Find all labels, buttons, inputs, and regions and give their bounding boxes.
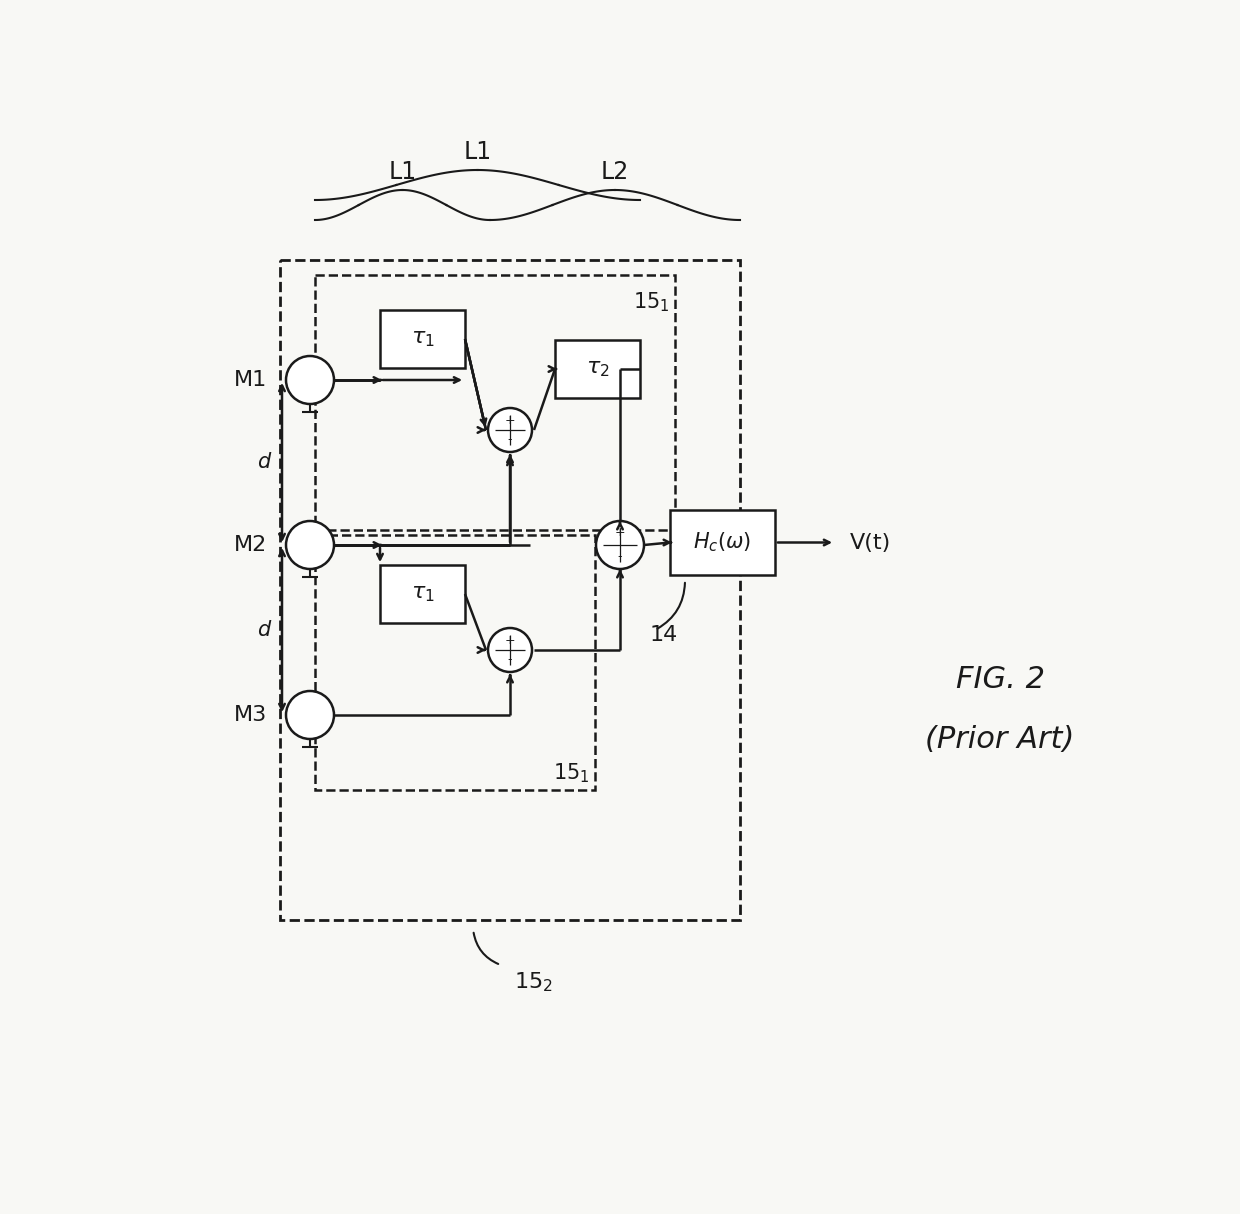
Circle shape	[286, 691, 334, 739]
Text: $15_1$: $15_1$	[634, 290, 670, 313]
Bar	[379, 310, 465, 368]
Text: $\tau_1$: $\tau_1$	[410, 329, 434, 348]
Circle shape	[489, 628, 532, 673]
Text: -: -	[618, 550, 622, 563]
Text: L1: L1	[464, 140, 491, 164]
Circle shape	[489, 408, 532, 452]
Text: $H_c(\omega)$: $H_c(\omega)$	[693, 531, 751, 555]
Circle shape	[596, 521, 644, 569]
Bar	[670, 510, 775, 575]
Text: d: d	[258, 620, 270, 640]
Circle shape	[286, 356, 334, 404]
Text: $15_1$: $15_1$	[553, 761, 590, 785]
Bar	[315, 276, 675, 531]
Text: d: d	[258, 453, 270, 472]
Text: +: +	[615, 527, 625, 539]
Text: $\tau_1$: $\tau_1$	[410, 584, 434, 605]
Text: M1: M1	[233, 370, 267, 390]
Text: V(t): V(t)	[849, 533, 890, 552]
Text: L2: L2	[601, 160, 629, 185]
Text: +: +	[505, 634, 516, 647]
Bar	[280, 260, 740, 920]
Text: -: -	[507, 653, 512, 666]
Text: $\tau_2$: $\tau_2$	[585, 359, 609, 379]
Text: 14: 14	[650, 625, 678, 645]
Text: M2: M2	[233, 535, 267, 555]
Circle shape	[286, 521, 334, 569]
Text: (Prior Art): (Prior Art)	[925, 726, 1075, 754]
Text: +: +	[505, 414, 516, 426]
Text: FIG. 2: FIG. 2	[956, 665, 1044, 694]
Text: -: -	[507, 433, 512, 447]
FancyArrowPatch shape	[474, 932, 498, 964]
Text: $15_2$: $15_2$	[513, 970, 552, 993]
Bar	[556, 340, 640, 398]
Text: M3: M3	[233, 705, 267, 725]
Bar	[379, 565, 465, 623]
FancyArrowPatch shape	[657, 583, 684, 629]
Bar	[315, 535, 595, 790]
Text: L1: L1	[388, 160, 417, 185]
